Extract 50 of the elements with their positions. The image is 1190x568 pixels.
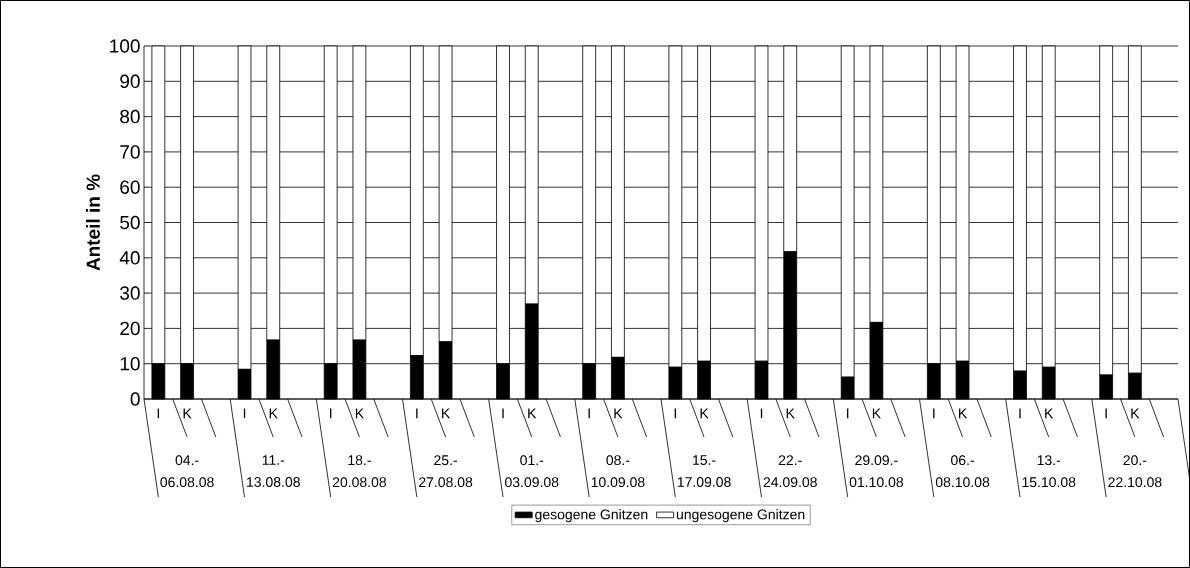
y-tick-label: 50 — [120, 215, 140, 230]
x-tick-label: I — [674, 408, 676, 419]
text: 04.- 06.08.08 — [160, 455, 214, 488]
y-tick-label: 80 — [120, 109, 140, 124]
x-tick-label: K — [355, 408, 364, 419]
y-tick-label: 90 — [120, 74, 140, 89]
y-tick-label: 20 — [120, 321, 140, 336]
text: 20.- 22.10.08 — [1108, 455, 1162, 488]
x-tick-label: K — [1131, 408, 1140, 419]
x-tick-label: I — [933, 408, 935, 419]
text: 29.09.- 01.10.08 — [849, 455, 904, 488]
y-tick-label: 60 — [120, 180, 140, 194]
x-tick-label: K — [528, 408, 537, 419]
x-tick-label: K — [183, 408, 192, 419]
y-tick-label: 0 — [130, 392, 140, 406]
x-tick-label: I — [847, 408, 849, 419]
x-tick-label: I — [1019, 408, 1021, 419]
text: 18.- 20.08.08 — [332, 455, 387, 488]
text: 15.- 17.09.08 — [677, 455, 731, 487]
text: 08.- 10.09.08 — [591, 455, 645, 488]
y-tick-label: 30 — [120, 286, 140, 300]
x-tick-label: K — [700, 408, 709, 419]
x-tick-label: K — [1045, 408, 1054, 419]
x-tick-label: K — [442, 408, 451, 419]
x-tick-label: I — [502, 408, 504, 419]
x-tick-label: K — [614, 408, 623, 419]
text: 13.- 15.10.08 — [1022, 455, 1076, 488]
legend-label: ungesogene Gnitzen — [676, 509, 805, 523]
x-tick-label: K — [872, 408, 881, 419]
legend-label: gesogene Gnitzen — [535, 509, 648, 523]
text: 11.- 13.08.08 — [247, 455, 300, 487]
y-tick-label: 70 — [120, 145, 140, 159]
y-axis-title: Anteil in % — [85, 174, 100, 271]
text: 22.- 24.09.08 — [763, 455, 817, 488]
x-tick-label: K — [786, 408, 795, 419]
x-tick-label: I — [760, 408, 763, 419]
text: 25.- 27.08.08 — [419, 455, 473, 488]
x-tick-label: I — [157, 408, 160, 419]
y-tick-label: 100 — [110, 39, 140, 53]
x-tick-label: I — [416, 408, 418, 419]
text: 06.- 08.10.08 — [935, 455, 990, 488]
x-tick-label: I — [243, 408, 246, 419]
y-tick-label: 10 — [120, 356, 140, 371]
x-tick-label: K — [959, 408, 968, 419]
x-tick-label: I — [588, 408, 590, 419]
x-tick-label: I — [330, 408, 332, 419]
x-tick-label: K — [269, 408, 278, 419]
y-tick-label: 40 — [119, 251, 140, 265]
x-tick-label: I — [1105, 408, 1107, 419]
text: 01.- 03.09.08 — [505, 455, 559, 488]
